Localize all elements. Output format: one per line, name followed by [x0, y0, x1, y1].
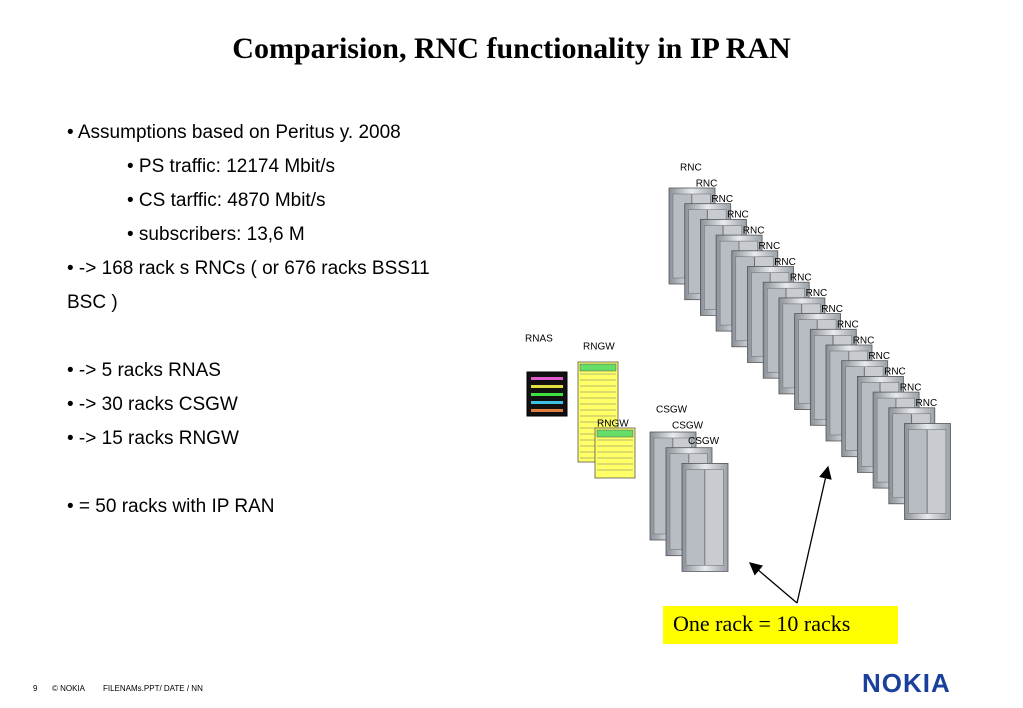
- rack-label: RNC: [680, 163, 702, 174]
- rack-door: [704, 469, 724, 566]
- rack-label: RNC: [884, 367, 906, 378]
- rack-door: [685, 469, 705, 566]
- rack-door: [927, 429, 947, 514]
- rngw-top: [579, 363, 617, 372]
- bullet: • -> 30 racks CSGW: [67, 394, 238, 415]
- rack-label: RNC: [774, 257, 796, 268]
- rack-label: RNC: [916, 398, 938, 409]
- rnas-leds: [531, 401, 563, 404]
- rack-label: RNC: [727, 210, 749, 221]
- rack-label: RNC: [790, 273, 812, 284]
- rack-label: RNGW: [597, 419, 629, 430]
- bullet: • = 50 racks with IP RAN: [67, 496, 275, 517]
- callout-text: One rack = 10 racks: [673, 611, 850, 636]
- rack-label: RNC: [806, 288, 828, 299]
- rack-label: RNC: [759, 241, 781, 252]
- slide-title: Comparision, RNC functionality in IP RAN: [232, 32, 791, 65]
- bullet: • -> 168 rack s RNCs ( or 676 racks BSS1…: [67, 258, 430, 313]
- arrow: [796, 465, 832, 604]
- rack-label: RNC: [696, 178, 718, 189]
- rack-label: RNC: [821, 304, 843, 315]
- arrow: [749, 562, 798, 604]
- bullet: • Assumptions based on Peritus y. 2008: [67, 122, 401, 143]
- sub-bullet: • PS traffic: 12174 Mbit/s: [127, 156, 336, 177]
- rack-label: CSGW: [672, 420, 704, 431]
- bullet-section: • -> 5 racks RNAS • -> 30 racks CSGW • -> …: [67, 354, 472, 456]
- rack-label: RNC: [743, 225, 765, 236]
- bullet: • -> 15 racks RNGW: [67, 428, 239, 449]
- copyright: © NOKIA: [52, 684, 86, 693]
- sub-bullet: • subscribers: 13,6 M: [127, 224, 305, 245]
- bullet-section: • = 50 racks with IP RAN: [67, 490, 472, 524]
- file-info: FILENAMs.PPT/ DATE / NN: [103, 684, 203, 693]
- logo: NOKIA: [862, 668, 951, 698]
- sub-bullet: • CS tarffic: 4870 Mbit/s: [127, 190, 326, 211]
- bullet: • -> 5 racks RNAS: [67, 360, 221, 381]
- bullet-list: • Assumptions based on Peritus y. 2008 • …: [67, 116, 472, 558]
- rngw-top: [596, 429, 634, 438]
- rnas-leds: [531, 377, 563, 380]
- rack-label: RNC: [900, 382, 922, 393]
- rnas-leds: [531, 385, 563, 388]
- rnas-leds: [531, 393, 563, 396]
- rack-door: [908, 429, 928, 514]
- page-number: 9: [33, 684, 38, 693]
- rack-label: RNAS: [525, 334, 553, 345]
- callout-box: [663, 606, 898, 644]
- rack-label: CSGW: [688, 436, 720, 447]
- rnas-leds: [531, 409, 563, 412]
- rack-label: RNC: [853, 335, 875, 346]
- rack-label: RNGW: [583, 342, 615, 353]
- rack-label: RNC: [868, 351, 890, 362]
- bullet-section: • Assumptions based on Peritus y. 2008 • …: [67, 116, 472, 320]
- rack-label: RNC: [711, 194, 733, 205]
- rack-label: RNC: [837, 320, 859, 331]
- rack-label: CSGW: [656, 405, 688, 416]
